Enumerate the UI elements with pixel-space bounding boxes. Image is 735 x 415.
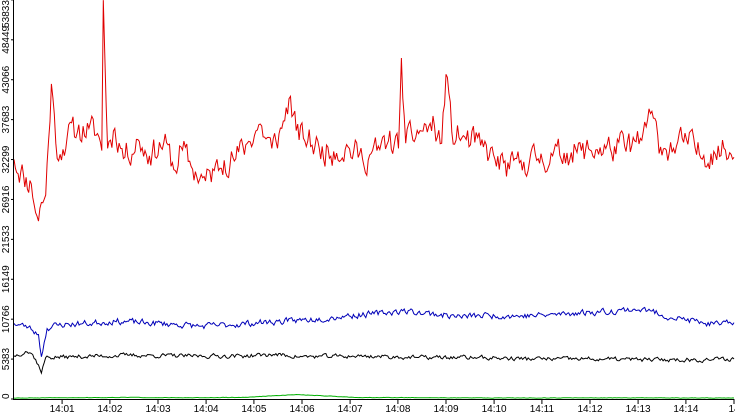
series-line-3 bbox=[13, 351, 735, 375]
x-tick-label: 14:04 bbox=[194, 404, 219, 415]
x-tick-label: 14 bbox=[728, 404, 735, 415]
x-tick-label: 14:10 bbox=[482, 404, 507, 415]
x-tick-label: 14:12 bbox=[577, 404, 602, 415]
x-tick-label: 14:05 bbox=[241, 404, 266, 415]
y-tick-label: 0 bbox=[1, 393, 12, 399]
x-tick-label: 14:02 bbox=[97, 404, 122, 415]
x-tick-label: 14:09 bbox=[433, 404, 458, 415]
x-tick-label: 14:06 bbox=[289, 404, 314, 415]
series-layer bbox=[13, 0, 735, 399]
y-tick-label: 16149 bbox=[1, 265, 12, 293]
x-tick-label: 14:11 bbox=[530, 404, 555, 415]
y-tick-label: 5383 bbox=[1, 348, 12, 371]
y-tick-label: 21533 bbox=[1, 225, 12, 253]
y-tick-label: 37683 bbox=[1, 105, 12, 133]
series-line-1 bbox=[13, 0, 735, 222]
x-axis-ticks: 14:01 14:02 14:03 14:04 14:05 14:06 14:07 14:08… bbox=[50, 399, 735, 415]
y-tick-label: 53833 bbox=[1, 0, 12, 28]
y-tick-label: 32299 bbox=[1, 145, 12, 173]
y-axis-ticks: 0 5383 10766 16149 21533 26916 32299 37683 43066… bbox=[1, 0, 14, 400]
x-tick-label: 14:13 bbox=[626, 404, 651, 415]
x-tick-label: 14:01 bbox=[50, 404, 75, 415]
y-tick-label: 48449 bbox=[1, 25, 12, 53]
x-tick-label: 14:03 bbox=[145, 404, 170, 415]
x-tick-label: 14:08 bbox=[385, 404, 410, 415]
series-line-2 bbox=[13, 306, 735, 357]
y-tick-label: 43066 bbox=[1, 65, 12, 93]
series-line-4 bbox=[13, 393, 735, 399]
x-tick-label: 14:07 bbox=[338, 404, 363, 415]
y-tick-label: 10766 bbox=[1, 305, 12, 333]
y-tick-label: 26916 bbox=[1, 185, 12, 213]
x-tick-label: 14:14 bbox=[673, 404, 698, 415]
